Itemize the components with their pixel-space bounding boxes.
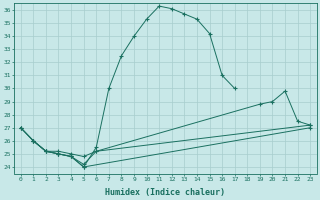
- X-axis label: Humidex (Indice chaleur): Humidex (Indice chaleur): [106, 188, 226, 197]
